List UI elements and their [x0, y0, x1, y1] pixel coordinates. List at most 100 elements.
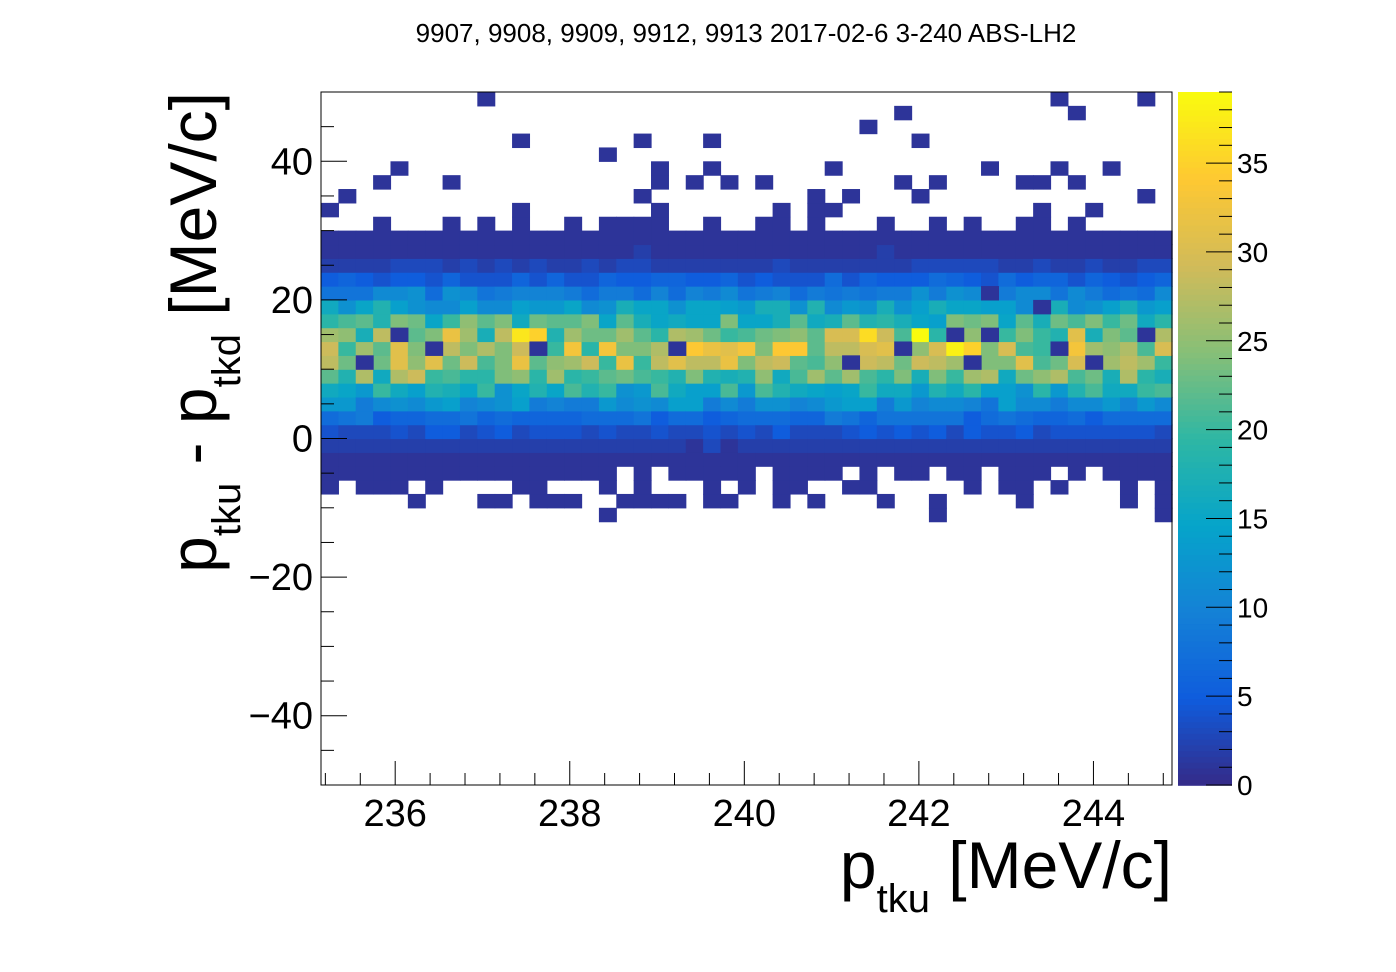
z-tick-label: 15: [1237, 503, 1268, 534]
heatmap-cell: [598, 258, 617, 273]
heatmap-cell: [512, 396, 531, 412]
heatmap-cell: [407, 438, 426, 453]
heatmap-cell: [1067, 272, 1086, 287]
heatmap-cell: [755, 396, 774, 412]
heatmap-cell: [442, 230, 461, 246]
color-scale-step: [1178, 548, 1232, 555]
heatmap-cell: [390, 438, 409, 453]
heatmap-cell: [564, 327, 583, 343]
heatmap-cell: [1050, 313, 1069, 329]
heatmap-cell: [807, 286, 826, 301]
heatmap-cell: [1119, 452, 1138, 467]
heatmap-cell: [981, 383, 999, 398]
heatmap-cell: [789, 438, 808, 453]
heatmap-cell: [998, 313, 1017, 329]
heatmap-cell: [616, 272, 635, 287]
heatmap-cell: [720, 424, 739, 440]
heatmap-cell: [737, 244, 756, 259]
heatmap-cell: [598, 396, 617, 412]
color-scale-step: [1178, 484, 1232, 492]
heatmap-cell: [928, 438, 947, 453]
heatmap-cell: [998, 369, 1017, 384]
heatmap-cell: [321, 341, 339, 356]
heatmap-cell: [338, 327, 357, 343]
heatmap-cell: [789, 410, 808, 426]
heatmap-cell: [459, 396, 478, 412]
heatmap-cell: [772, 216, 791, 232]
color-scale-step: [1178, 259, 1232, 267]
heatmap-cell: [928, 313, 947, 329]
heatmap-cell: [338, 424, 357, 440]
heatmap-cell: [963, 313, 982, 329]
heatmap-cell: [1015, 175, 1034, 190]
heatmap-cell: [703, 313, 722, 329]
heatmap-cell: [390, 299, 409, 315]
heatmap-cell: [512, 480, 531, 495]
heatmap-cell: [963, 438, 982, 453]
heatmap-cell: [1137, 452, 1156, 467]
heatmap-cell: [546, 341, 565, 356]
heatmap-cell: [338, 299, 357, 315]
heatmap-cell: [963, 299, 982, 315]
heatmap-cell: [963, 424, 982, 440]
heatmap-cell: [1067, 355, 1086, 370]
heatmap-cell: [1154, 244, 1173, 259]
heatmap-cell: [546, 452, 565, 467]
heatmap-cell: [581, 438, 600, 453]
heatmap-cell: [373, 299, 392, 315]
heatmap-cell: [789, 341, 808, 356]
heatmap-cell: [425, 410, 444, 426]
heatmap-cell: [529, 438, 548, 453]
heatmap-cell: [894, 424, 913, 440]
heatmap-cell: [946, 424, 965, 440]
heatmap-cell: [703, 299, 722, 315]
heatmap-cell: [998, 244, 1017, 259]
heatmap-cell: [1015, 244, 1034, 259]
color-scale-step: [1178, 363, 1232, 370]
heatmap-cell: [1033, 175, 1052, 190]
heatmap-cell: [407, 466, 426, 481]
heatmap-cell: [616, 327, 635, 343]
heatmap-cell: [477, 452, 496, 467]
color-scale-step: [1178, 450, 1232, 457]
heatmap-cell: [720, 299, 739, 315]
color-scale-step: [1178, 634, 1232, 642]
color-scale-step: [1178, 565, 1232, 573]
color-scale-step: [1178, 582, 1232, 590]
heatmap-cell: [321, 313, 339, 329]
heatmap-cell: [373, 341, 392, 356]
heatmap-cell: [894, 452, 913, 467]
heatmap-cell: [911, 189, 930, 204]
color-scale-step: [1178, 727, 1232, 734]
heatmap-cell: [390, 272, 409, 287]
heatmap-cell: [1119, 369, 1138, 384]
heatmap-cell: [1067, 258, 1086, 273]
heatmap-cell: [598, 341, 617, 356]
heatmap-cell: [685, 258, 704, 273]
heatmap-cell: [789, 327, 808, 343]
z-tick-label: 10: [1237, 592, 1268, 623]
heatmap-cell: [512, 410, 531, 426]
heatmap-cell: [668, 452, 687, 467]
heatmap-cell: [651, 286, 669, 301]
color-scale-step: [1178, 444, 1232, 451]
heatmap-cell: [1050, 383, 1069, 398]
heatmap-cell: [1137, 92, 1156, 107]
color-scale-step: [1178, 513, 1232, 521]
heatmap-cell: [407, 396, 426, 412]
heatmap-cell: [1015, 286, 1034, 301]
heatmap-cell: [616, 383, 635, 398]
heatmap-cell: [807, 355, 826, 370]
heatmap-cell: [1119, 258, 1138, 273]
heatmap-cell: [668, 369, 687, 384]
heatmap-cell: [651, 161, 669, 176]
heatmap-cell: [442, 175, 461, 190]
y-tick-label: 40: [271, 141, 313, 183]
heatmap-cell: [546, 410, 565, 426]
heatmap-cell: [1050, 244, 1069, 259]
heatmap-cell: [876, 369, 895, 384]
heatmap-cell: [1119, 493, 1138, 509]
heatmap-cell: [703, 161, 722, 176]
heatmap-cell: [581, 230, 600, 246]
heatmap-cell: [442, 452, 461, 467]
